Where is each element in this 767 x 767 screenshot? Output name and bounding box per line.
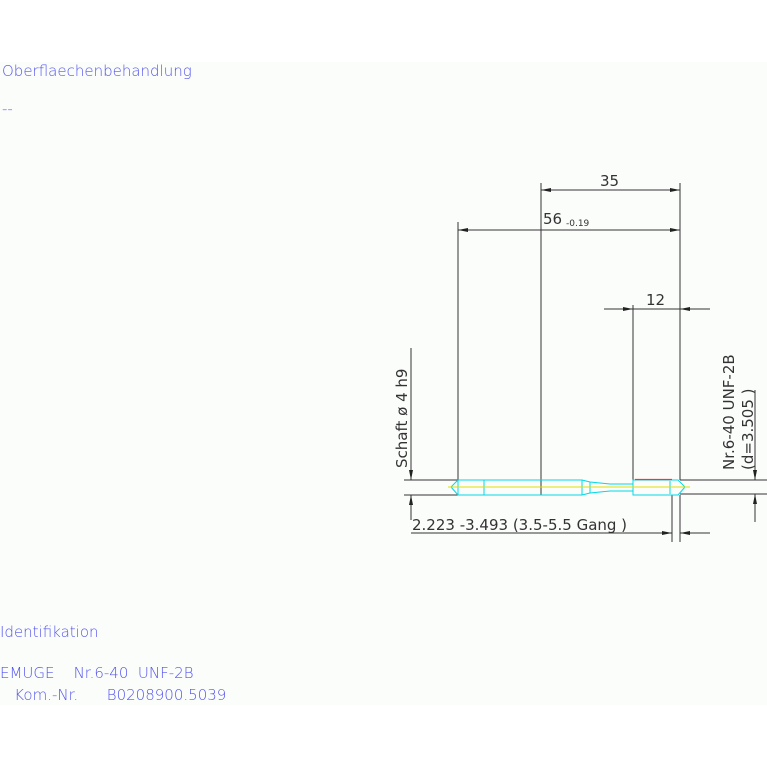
dim-12-label: 12: [646, 291, 665, 309]
surface-treatment-label: Oberflaechenbehandlung: [2, 62, 192, 80]
identification-line-2: Kom.-Nr. B0208900.5039: [0, 686, 227, 704]
dim-56-tolerance: -0.19: [566, 219, 590, 229]
thread-diameter-label: (d=3.505 ): [739, 388, 757, 470]
dim-35-label: 35: [600, 172, 619, 190]
bottom-dim-label: 2.223 -3.493 (3.5-5.5 Gang ): [412, 516, 627, 534]
identification-line-1: EMUGE Nr.6-40 UNF-2B: [0, 664, 194, 682]
surface-treatment-value: --: [2, 100, 13, 118]
drawing-sheet: [0, 62, 767, 705]
dim-56-label: 56: [543, 210, 562, 228]
identification-label: Identifikation: [0, 623, 99, 641]
thread-label: Nr.6-40 UNF-2B: [720, 354, 738, 470]
shank-label: Schaft ø 4 h9: [393, 369, 411, 468]
